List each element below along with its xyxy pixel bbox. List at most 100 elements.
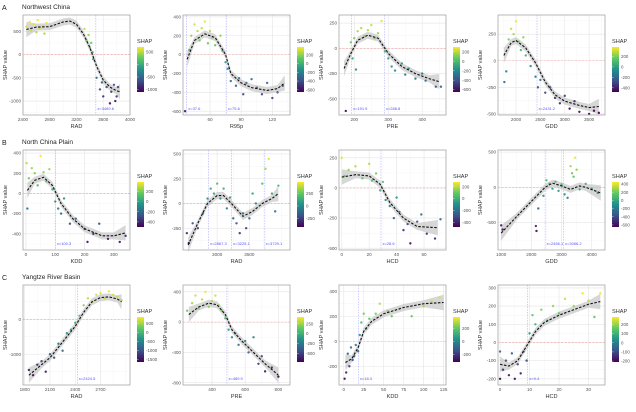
data-point [106, 237, 110, 241]
legend-title: SHAP [612, 174, 628, 180]
data-point [370, 23, 373, 27]
x-axis-title: GDD [545, 124, 557, 130]
colorbar-tick-label: -200 [462, 352, 471, 357]
x-tick-label: 2100 [45, 387, 56, 392]
x-tick-label: 75 [401, 387, 407, 392]
y-axis-title: SHAP value [478, 320, 484, 350]
data-point [31, 374, 35, 377]
data-point [536, 86, 540, 89]
data-point [519, 372, 522, 375]
colorbar-tick-label: -100 [621, 349, 630, 354]
data-point [108, 102, 112, 105]
data-point [235, 222, 238, 225]
y-axis-title: SHAP value [319, 50, 325, 80]
x-axis-title: PRE [231, 394, 243, 400]
data-point [120, 298, 123, 302]
y-axis-title: SHAP value [163, 320, 169, 350]
legend-title: SHAP [453, 39, 469, 45]
data-point [183, 110, 187, 113]
data-point [390, 65, 393, 68]
data-point [501, 228, 504, 231]
data-point [587, 299, 590, 302]
y-tick-label: -400 [172, 90, 182, 95]
colorbar-tick-label: 250 [306, 191, 314, 196]
y-tick-label: -200 [12, 211, 22, 216]
data-point [340, 156, 343, 160]
data-point [277, 184, 280, 187]
data-point [422, 305, 425, 308]
data-point [48, 167, 51, 171]
x-tick-label: 100 [420, 387, 428, 392]
data-point [344, 371, 348, 374]
threshold-label: x=37.6 [188, 106, 201, 111]
data-point [597, 111, 601, 115]
data-point [503, 80, 506, 84]
data-point [115, 95, 118, 98]
data-point [566, 196, 569, 200]
data-point [438, 296, 441, 299]
data-point [208, 29, 212, 33]
data-point [395, 196, 398, 199]
row-letter: B [2, 140, 7, 147]
data-point [545, 179, 548, 182]
data-point [534, 224, 538, 228]
colorbar-tick-label: 0 [146, 62, 149, 67]
y-tick-label: 0 [493, 185, 496, 190]
data-point [26, 207, 29, 210]
data-point [61, 349, 64, 352]
data-point [351, 358, 354, 362]
data-point [98, 88, 102, 91]
plot-frame [338, 284, 447, 386]
legend-title: SHAP [612, 39, 628, 45]
x-tick-label: 600 [241, 387, 249, 392]
y-tick-label: 0 [18, 317, 21, 322]
colorbar [612, 47, 619, 92]
x-tick-label: 100 [51, 252, 59, 257]
colorbar-tick-label: -500 [146, 75, 155, 80]
data-point [359, 26, 363, 30]
data-point [439, 218, 442, 221]
y-axis-title: SHAP value [3, 185, 9, 215]
y-axis-title: SHAP value [478, 50, 484, 80]
data-point [434, 85, 438, 88]
threshold-label: x=3489.6 [97, 106, 114, 111]
data-point [82, 304, 85, 307]
data-point [48, 353, 52, 356]
data-point [74, 321, 77, 324]
colorbar-tick-label: 0 [146, 199, 149, 204]
y-tick-label: 200 [488, 304, 496, 309]
colorbar-tick-label: -200 [306, 70, 315, 75]
data-point [188, 48, 191, 52]
x-tick-label: 25 [361, 387, 367, 392]
y-tick-label: -500 [12, 75, 22, 80]
data-point [529, 64, 532, 68]
data-point [68, 222, 72, 225]
colorbar-tick-label: -400 [306, 79, 315, 84]
data-point [225, 207, 229, 210]
data-point [194, 294, 197, 297]
y-tick-label: -400 [12, 231, 22, 236]
trend-line [28, 296, 122, 376]
data-point [573, 99, 576, 103]
data-point [414, 77, 417, 80]
y-tick-label: 200 [13, 171, 21, 176]
data-point [241, 212, 245, 215]
data-point [51, 188, 54, 191]
x-tick-label: 800 [275, 387, 283, 392]
data-point [112, 83, 116, 86]
data-point [537, 207, 540, 210]
data-point [554, 180, 557, 183]
y-tick-label: 0 [178, 201, 181, 206]
data-point [35, 31, 38, 34]
x-axis-title: HCD [386, 259, 398, 265]
threshold-label: x=2456.1 [547, 241, 564, 246]
colorbar-tick-label: -500 [306, 351, 315, 356]
data-point [86, 240, 89, 244]
data-point [381, 180, 385, 184]
threshold-label: x=2424.5 [79, 376, 96, 381]
data-point [206, 197, 209, 200]
y-tick-label: 0 [18, 191, 21, 196]
trend-line [503, 39, 599, 109]
plot-frame [22, 149, 131, 251]
